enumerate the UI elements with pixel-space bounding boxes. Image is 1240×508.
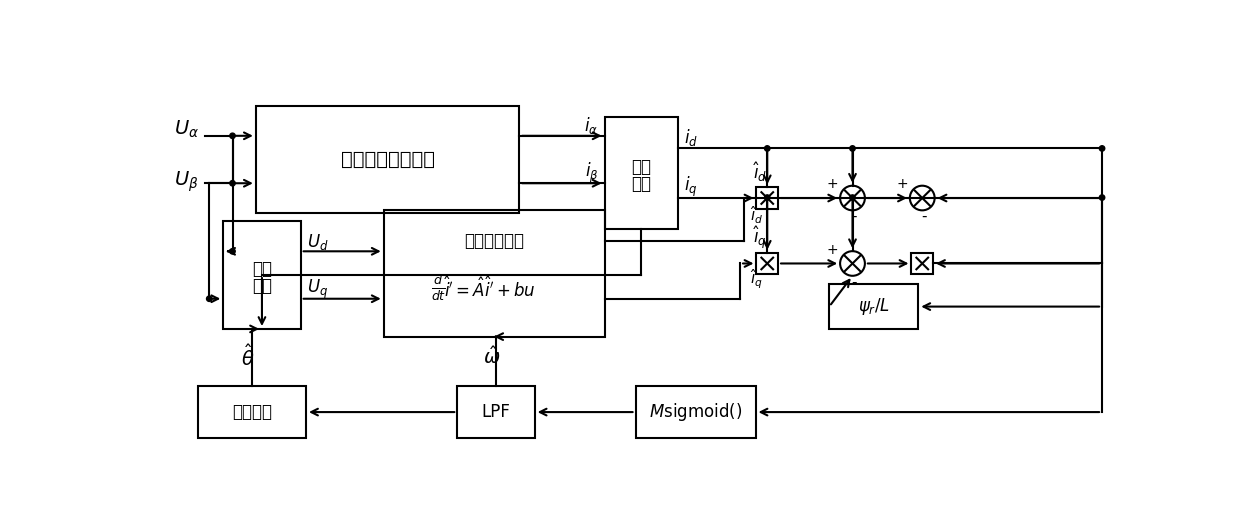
- Bar: [635, 386, 755, 438]
- Circle shape: [849, 146, 856, 151]
- Text: +: +: [827, 243, 838, 257]
- Text: +: +: [827, 177, 838, 191]
- Text: $\hat{\omega}$: $\hat{\omega}$: [484, 345, 501, 368]
- Circle shape: [1100, 195, 1105, 200]
- Text: +: +: [897, 177, 908, 191]
- Circle shape: [1100, 146, 1105, 151]
- Text: -: -: [852, 209, 857, 224]
- Bar: [223, 221, 300, 329]
- Circle shape: [849, 195, 856, 200]
- Text: $\hat{i}^{\prime}=\hat{A}\hat{i}^{\prime}+bu$: $\hat{i}^{\prime}=\hat{A}\hat{i}^{\prime…: [444, 276, 536, 301]
- Text: 变换: 变换: [252, 277, 272, 295]
- Text: $M$sigmoid(): $M$sigmoid(): [649, 401, 743, 423]
- Text: $i_\beta$: $i_\beta$: [584, 161, 598, 184]
- Bar: [756, 187, 779, 209]
- Text: LPF: LPF: [481, 403, 511, 421]
- Text: $\hat{\imath}_q$: $\hat{\imath}_q$: [750, 267, 763, 291]
- Bar: [383, 210, 605, 337]
- Text: 变换: 变换: [631, 175, 651, 193]
- Circle shape: [207, 296, 212, 301]
- Bar: [458, 386, 534, 438]
- Text: $i_\alpha$: $i_\alpha$: [584, 114, 598, 136]
- Text: 并联可调模型: 并联可调模型: [464, 232, 525, 250]
- Text: $\hat{\imath}_d$: $\hat{\imath}_d$: [754, 160, 768, 183]
- Text: -: -: [852, 274, 857, 290]
- Text: $U_q$: $U_q$: [306, 278, 329, 301]
- Text: $i_d$: $i_d$: [684, 127, 698, 148]
- Bar: [605, 117, 678, 229]
- Text: -: -: [921, 209, 926, 224]
- Circle shape: [765, 146, 770, 151]
- Text: $U_d$: $U_d$: [306, 232, 329, 252]
- Text: $\hat{\imath}_q$: $\hat{\imath}_q$: [754, 224, 768, 250]
- Text: $\hat{\imath}_d$: $\hat{\imath}_d$: [750, 204, 764, 226]
- Circle shape: [765, 195, 770, 200]
- Bar: [255, 106, 520, 213]
- Text: $U_\alpha$: $U_\alpha$: [175, 119, 200, 140]
- Text: 坐标: 坐标: [252, 260, 272, 278]
- Bar: [197, 386, 306, 438]
- Text: $\hat{\theta}$: $\hat{\theta}$: [242, 344, 254, 370]
- Text: $\frac{d}{dt}$: $\frac{d}{dt}$: [432, 273, 446, 303]
- Circle shape: [229, 133, 236, 139]
- Circle shape: [229, 180, 236, 186]
- Text: $U_\beta$: $U_\beta$: [175, 170, 198, 194]
- Text: $i_q$: $i_q$: [684, 175, 698, 199]
- Bar: [830, 284, 919, 329]
- Text: $\psi_r/L$: $\psi_r/L$: [858, 296, 890, 317]
- Text: 永磁同步直线电机: 永磁同步直线电机: [341, 150, 434, 169]
- Circle shape: [229, 248, 236, 254]
- Text: 坐标: 坐标: [631, 158, 651, 176]
- Bar: [756, 252, 779, 274]
- Text: 积分环节: 积分环节: [232, 403, 272, 421]
- Bar: [911, 252, 934, 274]
